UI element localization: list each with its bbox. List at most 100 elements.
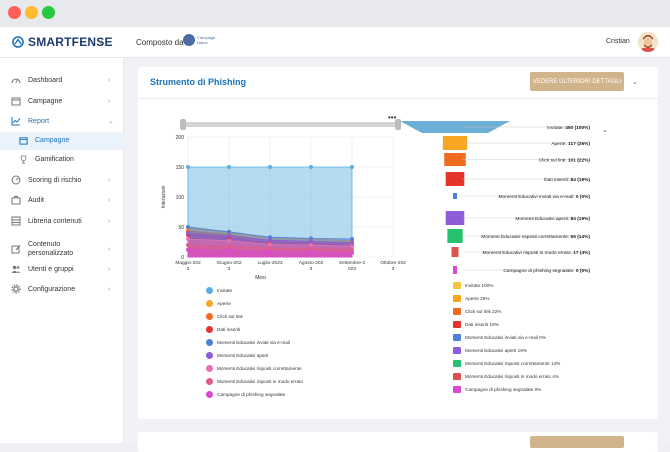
sidebar-item-scoring[interactable]: Scoring di rischio › xyxy=(0,170,124,190)
sidebar-item-report[interactable]: Report ⌄ xyxy=(0,111,124,131)
legend-item[interactable]: Momenti Educativi inviati via e-mail 0% xyxy=(453,332,546,342)
funnel-stage-label: Momenti Educativi risposti in modo errat… xyxy=(483,250,591,256)
legend-swatch xyxy=(206,312,213,320)
legend-swatch xyxy=(206,351,213,359)
sidebar-item-audit[interactable]: Audit › xyxy=(0,190,124,210)
data-point xyxy=(186,231,190,235)
legend-item[interactable]: Momenti Educativi aperti xyxy=(206,350,268,360)
zoom-slider-track xyxy=(183,122,398,127)
second-card xyxy=(138,432,658,452)
legend-swatch xyxy=(206,390,213,398)
data-point xyxy=(350,244,354,249)
data-point xyxy=(309,250,313,255)
legend-item[interactable]: Momenti Educativi aperti 19% xyxy=(453,345,527,355)
card-title: Strumento di Phishing xyxy=(150,77,246,87)
data-point xyxy=(309,165,313,169)
data-point xyxy=(186,225,190,229)
data-point xyxy=(268,249,272,254)
trophy-icon xyxy=(20,155,27,164)
legend-swatch xyxy=(453,294,461,302)
close-window-button[interactable] xyxy=(8,6,21,19)
legend-item[interactable]: Click sul link xyxy=(206,311,243,321)
brand-logo[interactable]: SMARTFENSE xyxy=(12,35,113,49)
data-point xyxy=(227,248,231,253)
collapse-sidebar-icon[interactable]: ‹ xyxy=(99,37,103,48)
legend-item[interactable]: Dati inseriti xyxy=(206,324,240,334)
data-point xyxy=(227,229,231,234)
legend-label: Momenti Educativi risposti in modo errat… xyxy=(217,378,303,384)
chevron-right-icon: › xyxy=(108,245,111,253)
data-point xyxy=(268,242,272,247)
legend-label: Click sul link 22% xyxy=(465,308,502,314)
minimize-window-button[interactable] xyxy=(25,6,38,19)
view-details-button[interactable]: VEDERE ULTERIORI DETTAGLI xyxy=(530,72,624,91)
smartfense-logo-icon xyxy=(12,36,24,48)
y-axis-label: Interazioni xyxy=(161,185,167,208)
x-tick-label: Luglio-2023 xyxy=(257,260,282,266)
data-point xyxy=(186,237,190,241)
legend-item[interactable]: Aperte 26% xyxy=(453,293,490,303)
second-card-button[interactable] xyxy=(530,436,624,448)
legend-item[interactable]: Campagne di phishing segnalate 0% xyxy=(453,384,541,394)
legend-item[interactable]: Momenti Educativi risposti in modo errat… xyxy=(453,371,559,381)
y-tick-label: 0 xyxy=(181,255,184,261)
maximize-window-button[interactable] xyxy=(42,6,55,19)
data-point xyxy=(350,240,354,245)
legend-label: Momenti Educativi aperti 19% xyxy=(465,347,528,353)
chevron-down-icon[interactable]: ⌄ xyxy=(632,79,638,86)
chart-points xyxy=(186,165,354,255)
sidebar-item-dashboard[interactable]: Dashboard › xyxy=(0,70,124,90)
data-point xyxy=(268,238,272,243)
funnel-stage-label: Aperte: 117 (26%) xyxy=(551,141,590,147)
sidebar-item-label: Report xyxy=(28,117,50,125)
chart-line-icon xyxy=(11,117,21,126)
y-tick-label: 50 xyxy=(178,225,184,231)
funnel-stage xyxy=(453,266,457,274)
sidebar-item-campagne[interactable]: Campagne › xyxy=(0,91,124,111)
legend-item[interactable]: Campagne di phishing segnalate xyxy=(206,389,285,399)
speedometer-icon xyxy=(11,78,21,84)
legend-item[interactable]: Momenti Educativi risposti in modo errat… xyxy=(206,376,303,386)
legend-item[interactable]: Aperte xyxy=(206,298,231,308)
user-name[interactable]: Cristian xyxy=(606,38,630,45)
legend-item[interactable]: Momenti Educativi risposti correttamente xyxy=(206,363,302,373)
legend-item[interactable]: Click sul link 22% xyxy=(453,306,501,316)
chevron-right-icon: › xyxy=(108,176,111,184)
y-tick-label: 200 xyxy=(176,135,185,141)
data-point xyxy=(227,165,231,169)
sidebar-item-label: Scoring di rischio xyxy=(28,176,82,184)
data-point xyxy=(186,243,190,247)
sidebar-subitem-gamification[interactable]: Gamification xyxy=(0,151,124,169)
data-point xyxy=(268,165,272,169)
x-tick-label: 3 xyxy=(392,266,395,272)
avatar[interactable] xyxy=(638,32,658,52)
data-point xyxy=(309,246,313,251)
sidebar-item-label: Dashboard xyxy=(28,76,63,84)
sidebar-item-contenuto[interactable]: Contenuto personalizzato › xyxy=(0,236,124,262)
legend-item[interactable]: Momenti Educativi inviati via e-mail xyxy=(206,337,290,347)
funnel-stage-label: Campagne di phishing segnalate: 0 (0%) xyxy=(503,268,590,274)
y-tick-label: 100 xyxy=(176,195,185,201)
legend-item[interactable]: Momenti Educativi risposti correttamente… xyxy=(453,358,560,368)
legend-swatch xyxy=(453,307,461,315)
briefcase-icon xyxy=(11,196,21,205)
funnel-stage xyxy=(400,121,510,133)
legend-label: Aperte xyxy=(217,300,231,306)
legend-item[interactable]: Invitate 100% xyxy=(453,280,493,290)
funnel-stage-label: Momenti Educativi risposti correttamente… xyxy=(481,234,590,240)
zoom-slider-handle-left xyxy=(180,119,186,130)
legend-swatch xyxy=(453,372,461,380)
sidebar-item-configurazione[interactable]: Configurazione › xyxy=(0,279,124,299)
legend-label: Momenti Educativi aperti xyxy=(217,352,269,358)
sidebar-subitem-campagne[interactable]: Campagne xyxy=(0,132,124,150)
legend-swatch xyxy=(453,385,461,393)
sidebar-item-utenti[interactable]: Utenti e gruppi › xyxy=(0,259,124,279)
legend-swatch xyxy=(453,346,461,354)
legend-item[interactable]: Invitate xyxy=(206,285,232,295)
brand-name: SMARTFENSE xyxy=(28,35,113,49)
sidebar-item-label: Utenti e gruppi xyxy=(28,265,74,273)
legend-item[interactable]: Dati inseriti 19% xyxy=(453,319,499,329)
sidebar-item-libreria[interactable]: Libreria contenuti › xyxy=(0,211,124,231)
data-point xyxy=(268,235,272,240)
legend-swatch xyxy=(453,333,461,341)
